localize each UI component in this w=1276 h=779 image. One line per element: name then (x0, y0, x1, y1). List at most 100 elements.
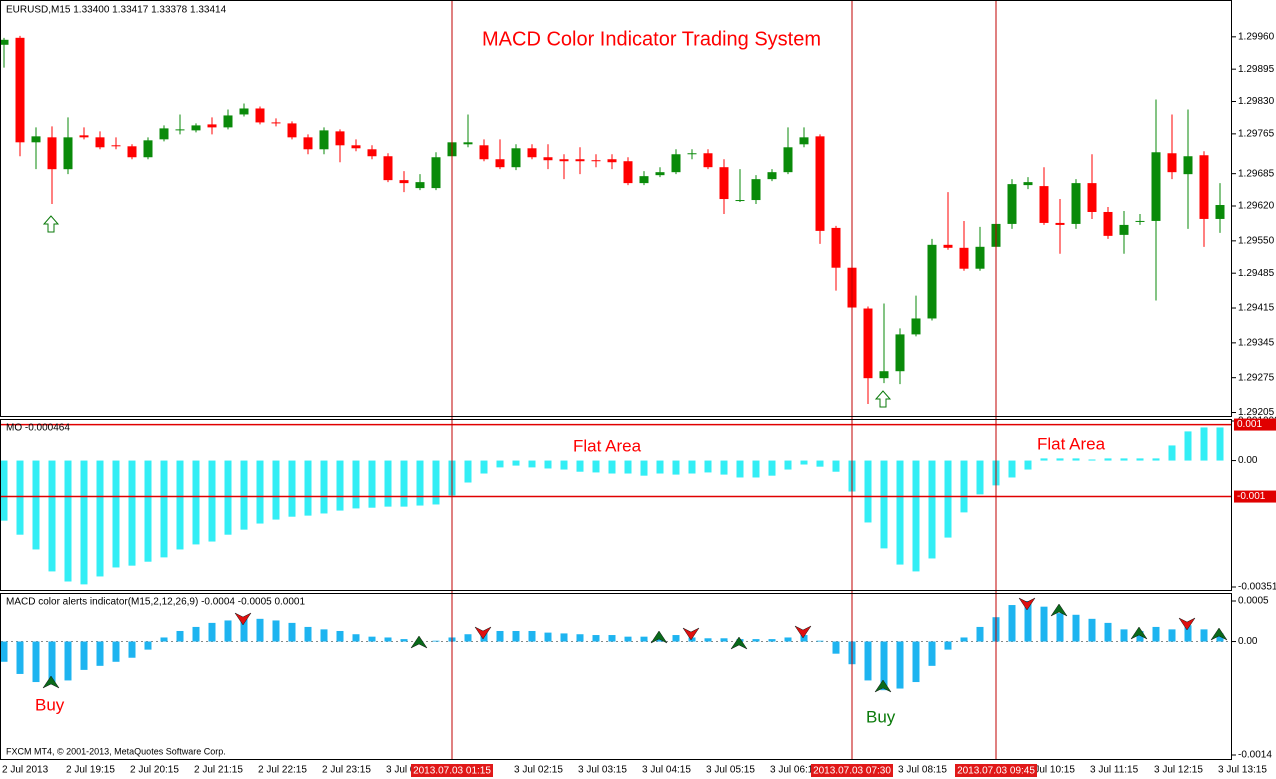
histogram-bar (1024, 460, 1032, 470)
histogram-bar (528, 460, 536, 468)
signal-arrows (42, 215, 1228, 693)
candle-body (815, 136, 825, 231)
candle-body (1103, 211, 1113, 236)
histogram-bar (160, 637, 168, 642)
candle-body (1039, 186, 1049, 223)
histogram-bar (400, 460, 408, 507)
histogram-bar (560, 460, 568, 470)
candle-body (175, 129, 185, 131)
histogram-bar (96, 460, 104, 577)
histogram-bar (352, 634, 360, 642)
histogram-bar (304, 460, 312, 516)
up-signal (42, 675, 60, 689)
histogram-bar (336, 460, 344, 511)
level-label: 0.001 (1237, 419, 1262, 430)
histogram-bar (512, 460, 520, 466)
x-tick-label: 3 Jul 03:15 (578, 765, 627, 776)
histogram-bar (1184, 625, 1192, 642)
candle-body (831, 227, 841, 268)
macd-panel-frame (0, 593, 1232, 760)
y-tick-label: 1.29275 (1238, 372, 1275, 383)
candle-body (79, 135, 89, 138)
time-marker-tag (811, 764, 893, 777)
candle-body (0, 39, 9, 45)
histogram-bar (1152, 626, 1160, 642)
candle-body (543, 157, 553, 161)
candle-body (559, 159, 569, 162)
y-tick-label: 0.0005 (1238, 596, 1269, 607)
marks (0, 1, 1232, 760)
histogram-bar (800, 635, 808, 642)
candle-body (879, 371, 889, 379)
candle-body (1007, 184, 1017, 224)
level-label: -0.001 (1237, 491, 1266, 502)
candle-body (335, 131, 345, 146)
x-tick-label: 2 Jul 21:15 (194, 765, 243, 776)
candle-body (159, 128, 169, 140)
histogram-bar (672, 635, 680, 642)
candle-body (271, 122, 281, 124)
histogram-bar (144, 460, 152, 562)
y-tick-label: 1.29685 (1238, 168, 1275, 179)
candle-body (95, 137, 105, 148)
annotation: Buy (35, 695, 65, 714)
histogram-bar (384, 460, 392, 507)
y-tick-label: 0.00 (1238, 636, 1258, 647)
histogram-bar (144, 641, 152, 650)
histogram-bar (560, 633, 568, 642)
candle-body (1135, 220, 1145, 222)
candle-body (1199, 155, 1209, 219)
histogram-bar (64, 460, 72, 582)
histogram-bar (1136, 630, 1144, 642)
footer: FXCM MT4, © 2001-2013, MetaQuotes Softwa… (6, 746, 226, 756)
histogram-bar (1168, 445, 1176, 461)
time-marker-tag (411, 764, 493, 777)
histogram-bar (864, 641, 872, 681)
histogram-bar (496, 630, 504, 642)
histogram-bar (240, 618, 248, 642)
histogram-bar (368, 460, 376, 508)
x-tick-label: 3 Jul 12:15 (1154, 765, 1203, 776)
x-tick-label: 2 Jul 2013 (2, 765, 49, 776)
price-panel-frame (0, 0, 1232, 417)
histogram-bar (432, 640, 440, 642)
x-tick-label: 3 Jul 10:15 (1026, 765, 1075, 776)
histogram-bar (432, 460, 440, 505)
candle-body (367, 149, 377, 157)
chart-title: MACD Color Indicator Trading System (482, 28, 821, 50)
level-tag (1234, 418, 1276, 431)
candle-body (431, 157, 441, 189)
histogram-bar (240, 460, 248, 530)
down-signal (234, 612, 252, 626)
histogram-bar (576, 634, 584, 642)
histogram-bar (288, 622, 296, 642)
histogram-bar (16, 460, 24, 535)
x-tick-label: 2013.07.03 01:15 (413, 766, 491, 777)
histogram-bar (304, 626, 312, 642)
histogram-bar (80, 460, 88, 585)
up-signal (410, 635, 428, 649)
histogram-bar (624, 636, 632, 642)
histogram-bar (864, 460, 872, 523)
candle-body (415, 182, 425, 189)
y-tick-label: 1.29550 (1238, 235, 1275, 246)
histogram-bar (80, 641, 88, 670)
histogram-bar (688, 460, 696, 474)
histogram-bar (1088, 618, 1096, 642)
candle-body (911, 318, 921, 335)
histogram-bar (320, 460, 328, 514)
histogram-bar (160, 460, 168, 558)
histogram-bar (896, 641, 904, 689)
histogram-bar (1120, 458, 1128, 461)
candle-body (1023, 182, 1033, 186)
up-signal (650, 630, 668, 644)
histogram-bar (256, 460, 264, 524)
indicator-label: MO -0.000464 (6, 423, 70, 434)
candle-body (703, 153, 713, 168)
histogram-bar (928, 460, 936, 559)
histogram-bar (928, 641, 936, 666)
histogram-bar (32, 641, 40, 683)
histogram-bar (608, 635, 616, 642)
histogram-bar (368, 636, 376, 642)
